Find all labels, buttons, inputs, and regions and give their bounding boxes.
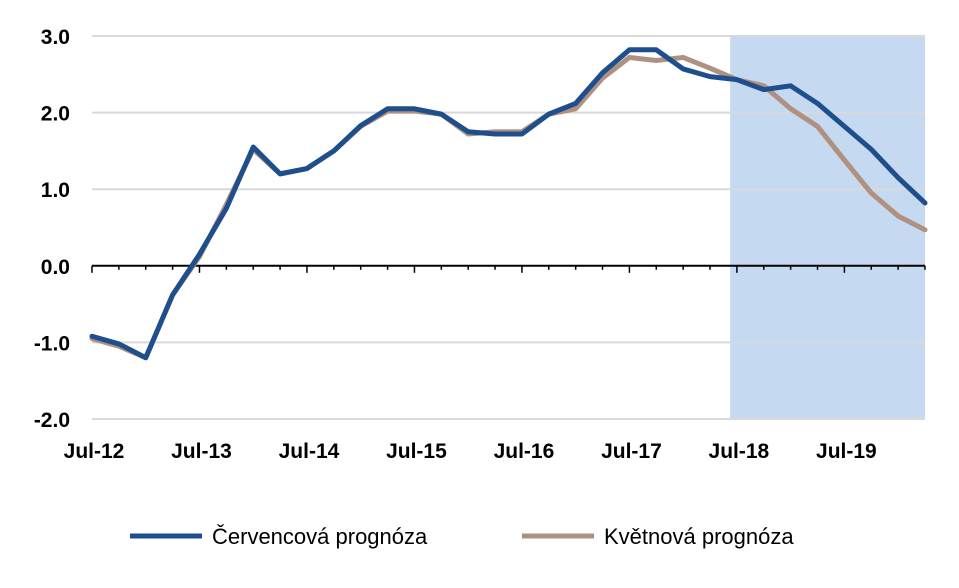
x-tick-label: Jul-12 bbox=[64, 440, 125, 463]
series-line-0 bbox=[89, 47, 928, 361]
x-tick-label: Jul-18 bbox=[709, 440, 770, 463]
y-tick-label: 0.0 bbox=[41, 256, 70, 279]
y-tick-label: 3.0 bbox=[41, 26, 70, 49]
legend-label: Květnová prognóza bbox=[604, 524, 794, 549]
gridlines bbox=[92, 35, 925, 420]
x-tick-label: Jul-13 bbox=[171, 440, 232, 463]
y-tick-label: 1.0 bbox=[41, 179, 70, 202]
x-tick-label: Jul-17 bbox=[601, 440, 662, 463]
forecast-shade bbox=[730, 36, 925, 419]
series-lines bbox=[89, 47, 928, 361]
x-tick-label: Jul-16 bbox=[494, 440, 555, 463]
y-tick-label: -1.0 bbox=[34, 332, 70, 355]
y-tick-label: -2.0 bbox=[34, 409, 70, 432]
x-tick-label: Jul-15 bbox=[386, 440, 447, 463]
x-tick-label: Jul-14 bbox=[279, 440, 340, 463]
x-tick-labels: Jul-12 Jul-13 Jul-14 Jul-15 Jul-16 Jul-17 Jul-… bbox=[64, 440, 877, 463]
y-tick-label: 2.0 bbox=[41, 103, 70, 126]
y-tick-labels: 3.0 2.0 1.0 0.0 -1.0 -2.0 bbox=[34, 26, 70, 432]
legend-label: Červencová prognóza bbox=[212, 524, 428, 549]
zero-axis-layer bbox=[91, 264, 926, 273]
forecast-shade-layer bbox=[730, 36, 925, 419]
x-tick-label: Jul-19 bbox=[816, 440, 877, 463]
legend: Červencová prognóza Květnová prognóza bbox=[130, 524, 794, 549]
